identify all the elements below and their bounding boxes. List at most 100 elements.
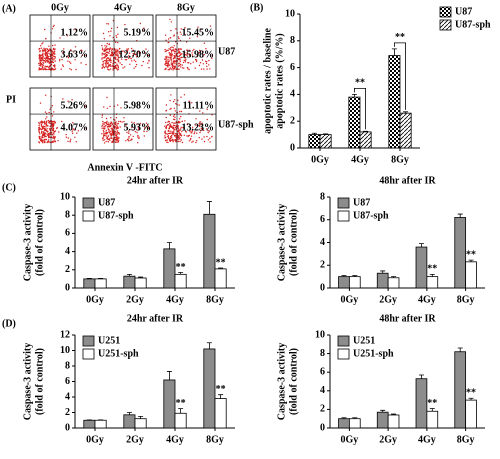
cell-dot [145, 122, 148, 124]
cell-dot [132, 129, 134, 131]
cell-dot [194, 131, 196, 133]
cell-dot [181, 141, 184, 144]
cell-dot [74, 59, 76, 61]
bar [338, 276, 350, 289]
cell-dot [170, 60, 173, 62]
cell-dot [191, 141, 193, 143]
cell-dot [110, 122, 113, 124]
cell-dot [111, 128, 114, 130]
cell-dot [177, 50, 180, 52]
cell-dot [53, 130, 55, 132]
x-tick-label: 4Gy [166, 294, 184, 305]
cell-dot [118, 133, 121, 135]
cell-dot [105, 131, 107, 133]
cell-dot [166, 65, 168, 67]
cell-dot [167, 124, 169, 126]
cell-dot [117, 122, 120, 125]
cell-dot [101, 48, 104, 51]
cell-dot [85, 127, 87, 129]
cell-dot [45, 135, 47, 138]
chart-title: 24hr after IR [127, 175, 184, 186]
cell-dot [42, 59, 44, 62]
cell-dot [172, 140, 174, 143]
cell-dot [134, 53, 136, 55]
cell-dot [51, 28, 54, 30]
cell-dot [106, 123, 109, 126]
cell-dot [67, 100, 69, 102]
cell-dot [164, 68, 166, 71]
cell-dot [122, 67, 124, 69]
cell-dot [46, 53, 48, 55]
x-tick-label: 0Gy [340, 294, 358, 305]
cell-dot [45, 129, 47, 131]
cell-dot [174, 52, 176, 54]
cell-dot [74, 128, 77, 131]
bar [83, 278, 96, 289]
cell-dot [174, 63, 176, 65]
cell-dot [199, 110, 201, 112]
cell-dot [168, 52, 170, 54]
cell-dot [117, 65, 119, 67]
cell-dot [195, 60, 198, 63]
cell-dot [112, 126, 115, 128]
error-bar [391, 48, 397, 56]
cell-dot [41, 64, 43, 66]
x-axis-label: Annexin V -FITC [87, 162, 162, 173]
cell-dot [103, 131, 105, 133]
cell-dot [174, 118, 176, 121]
cell-dot [179, 59, 181, 61]
bar [426, 276, 439, 289]
cell-dot [204, 60, 207, 62]
cell-dot [143, 130, 145, 133]
cell-dot [181, 67, 184, 69]
cell-dot [111, 51, 113, 53]
cell-dot [196, 36, 199, 38]
cell-dot [42, 64, 44, 67]
cell-dot [137, 136, 139, 138]
cell-dot [173, 124, 176, 127]
cell-dot [170, 58, 173, 60]
cell-dot [111, 140, 114, 143]
cell-dot [206, 108, 208, 111]
cell-dot [106, 51, 109, 54]
cell-dot [177, 68, 179, 71]
scatter-plot-frame [92, 87, 154, 151]
cell-dot [106, 136, 109, 138]
cell-dot [49, 120, 51, 123]
y-tick-label: 10 [60, 191, 70, 202]
cell-dot [132, 135, 134, 138]
cell-dot [40, 63, 42, 66]
cell-dot [53, 131, 56, 133]
y-axis-label: Caspase-3 activity [22, 204, 33, 282]
cell-dot [107, 57, 109, 59]
cell-dot [105, 64, 107, 67]
cell-dot [110, 59, 112, 62]
cell-dot [104, 56, 106, 59]
cell-dot [168, 60, 171, 62]
cell-dot [116, 63, 118, 65]
cell-dot [118, 120, 120, 123]
cell-dot [111, 123, 114, 125]
cell-dot [203, 136, 205, 138]
cell-dot [170, 62, 173, 64]
y-tick-label: 0 [65, 282, 70, 293]
cell-dot [74, 46, 77, 48]
cell-dot [47, 125, 49, 127]
cell-dot [167, 129, 170, 132]
cell-dot [189, 139, 192, 141]
cell-dot [123, 120, 125, 123]
error-bar [403, 111, 409, 114]
cell-dot [186, 123, 188, 126]
cell-dot [174, 68, 176, 70]
bar [387, 414, 400, 429]
bar [319, 134, 332, 149]
cell-dot [43, 49, 45, 52]
cell-dot [109, 63, 111, 66]
legend-label: U87-sph [455, 19, 491, 30]
cell-dot [48, 139, 50, 141]
cell-dot [51, 120, 53, 122]
cell-dot [116, 130, 119, 132]
row-label: U87 [218, 46, 235, 57]
quadrant-percent: 5.19% [124, 27, 152, 38]
cell-dot [117, 55, 119, 57]
